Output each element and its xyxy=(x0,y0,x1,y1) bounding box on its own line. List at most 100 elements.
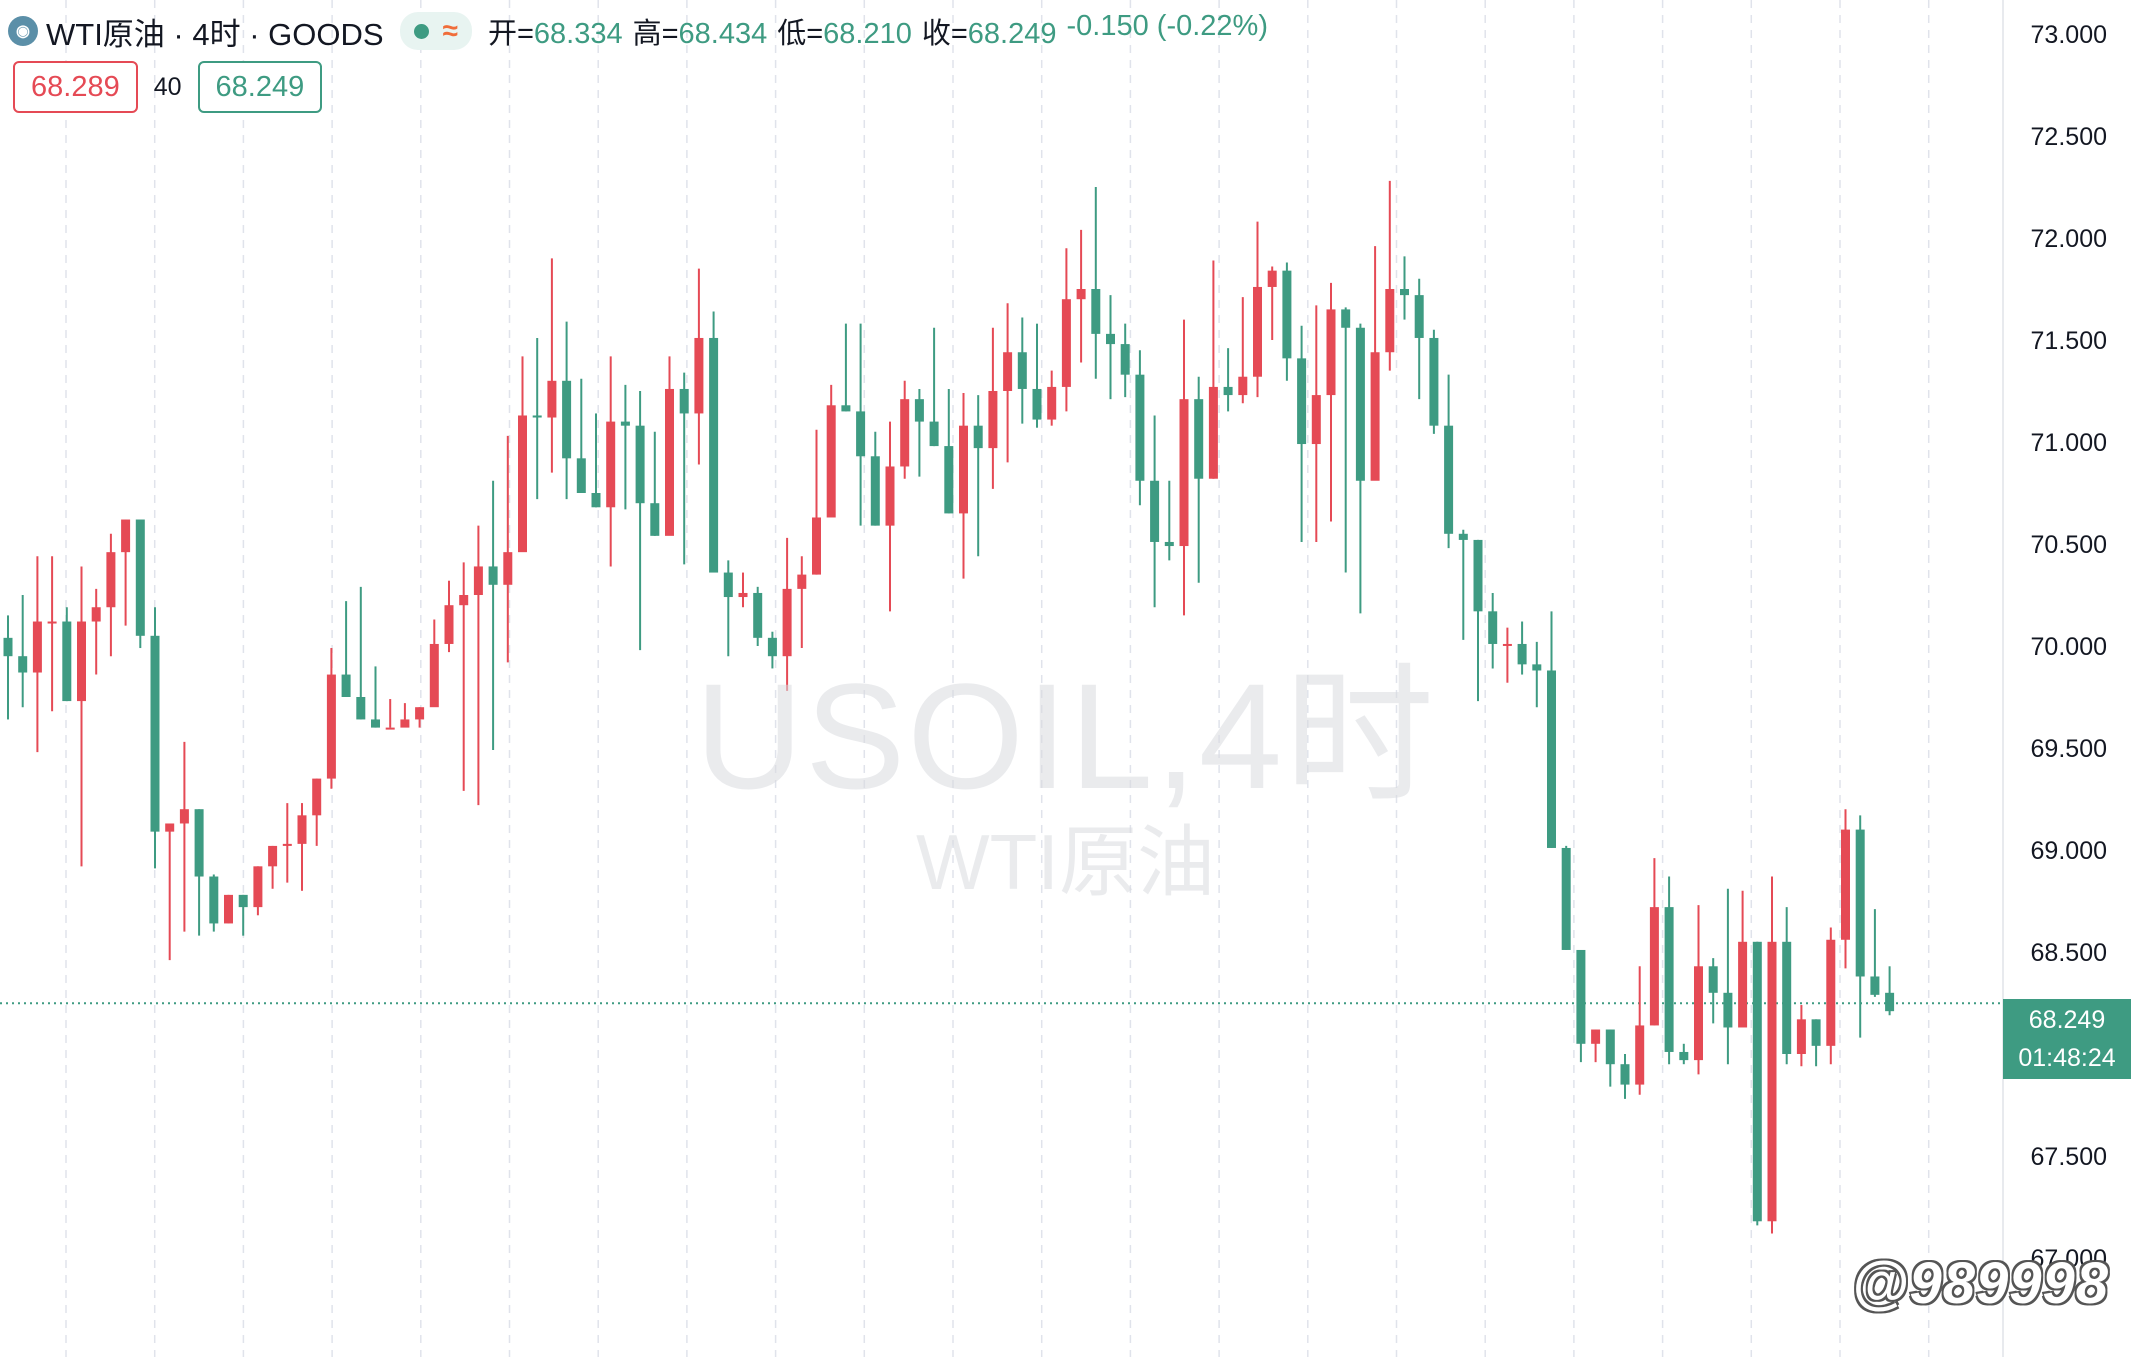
candle xyxy=(326,648,336,789)
candle-body xyxy=(224,894,233,924)
candle xyxy=(1194,376,1204,583)
market-status-pill[interactable]: ≈ xyxy=(399,12,472,50)
candle-body xyxy=(1767,941,1777,1222)
price-tick-label: 72.500 xyxy=(2031,123,2107,151)
candle xyxy=(1017,317,1027,424)
candle-body xyxy=(18,656,28,673)
candle-body xyxy=(767,637,777,657)
candle-body xyxy=(1150,480,1160,542)
candle xyxy=(356,586,366,720)
sell-price-button[interactable]: 68.289 xyxy=(13,61,138,113)
candle-body xyxy=(1091,289,1101,334)
candle-body xyxy=(1341,309,1351,328)
candle-body xyxy=(562,380,572,459)
candle-body xyxy=(826,405,836,518)
candle xyxy=(1576,949,1586,1063)
candle-body xyxy=(268,845,278,867)
candle xyxy=(1591,1029,1601,1063)
candle-body xyxy=(1429,337,1439,426)
candle-body xyxy=(3,637,13,657)
price-tick-label: 69.500 xyxy=(2031,735,2107,763)
candle xyxy=(1811,1019,1821,1067)
candle-body xyxy=(1620,1064,1630,1085)
open-label: 开= xyxy=(487,18,534,50)
candle-body xyxy=(150,635,160,832)
candle xyxy=(194,809,204,936)
candle xyxy=(91,588,101,675)
approx-wave-icon: ≈ xyxy=(442,15,458,46)
candle-body xyxy=(973,425,983,449)
candle xyxy=(1767,876,1777,1234)
candle xyxy=(253,866,263,916)
candle-body xyxy=(1576,949,1586,1044)
candle-body xyxy=(1885,992,1895,1012)
candle-body xyxy=(900,399,910,467)
candle xyxy=(694,268,704,465)
candle-body xyxy=(179,809,189,824)
candle xyxy=(3,615,13,720)
candle xyxy=(1826,927,1836,1065)
candle xyxy=(385,699,395,730)
candle-body xyxy=(32,621,42,673)
candle xyxy=(179,741,189,932)
candle-body xyxy=(1311,395,1321,445)
candle-body xyxy=(1855,829,1865,977)
candle xyxy=(1135,350,1145,506)
candle-body xyxy=(1738,941,1748,1028)
watermark-symbol: USOIL,4时 xyxy=(694,652,1437,820)
candle xyxy=(341,601,351,697)
candle xyxy=(1870,909,1880,997)
candle-body xyxy=(356,697,366,720)
candle xyxy=(1061,248,1071,412)
candle-body xyxy=(1400,289,1409,296)
candle xyxy=(1429,329,1439,434)
candle-body xyxy=(1679,1051,1689,1061)
candle xyxy=(1532,641,1542,708)
candle-body xyxy=(665,388,674,536)
last-price-tag: 68.249 01:48:24 xyxy=(2003,999,2131,1079)
candle xyxy=(1605,1029,1615,1087)
candle xyxy=(1076,229,1086,363)
candle-body xyxy=(782,588,792,657)
candle-body xyxy=(591,493,601,508)
candle-body xyxy=(1782,941,1792,1054)
candle xyxy=(77,566,86,867)
candle-body xyxy=(944,446,954,514)
candle xyxy=(1664,876,1674,1065)
candle-body xyxy=(106,552,116,608)
buy-price-button[interactable]: 68.249 xyxy=(197,61,323,113)
candle xyxy=(1444,374,1454,549)
candle-body xyxy=(459,595,469,606)
price-axis[interactable]: 67.00067.50068.00068.50069.00069.50070.0… xyxy=(2002,0,2107,1357)
candle xyxy=(959,393,968,579)
candle xyxy=(312,778,322,846)
candle-body xyxy=(1796,1019,1806,1054)
price-tick-label: 70.000 xyxy=(2031,633,2107,661)
candle xyxy=(1326,282,1336,522)
high-label: 高= xyxy=(632,18,679,50)
candles xyxy=(3,180,1895,1234)
candle-body xyxy=(1502,643,1512,646)
candle xyxy=(870,431,880,526)
candle xyxy=(106,533,116,657)
low-value: 68.210 xyxy=(823,18,912,50)
symbol-title[interactable]: WTI原油 · 4时 · GOODS xyxy=(46,16,384,52)
candle xyxy=(1708,958,1718,1024)
candle xyxy=(1120,323,1130,398)
candle-body xyxy=(1194,399,1204,479)
candle xyxy=(1341,307,1351,573)
chart-grid xyxy=(65,0,1930,1357)
candle xyxy=(1238,297,1248,404)
candle-body xyxy=(371,719,380,728)
candle-body xyxy=(1811,1019,1821,1046)
candle xyxy=(238,894,248,936)
candle-body xyxy=(194,809,204,877)
candle-body xyxy=(253,866,263,908)
candle xyxy=(121,519,131,626)
last-price-value: 68.249 xyxy=(2028,1006,2106,1034)
candle xyxy=(679,372,689,565)
candle-body xyxy=(1326,309,1336,396)
candle-body xyxy=(1826,939,1836,1046)
candle xyxy=(1488,592,1498,669)
